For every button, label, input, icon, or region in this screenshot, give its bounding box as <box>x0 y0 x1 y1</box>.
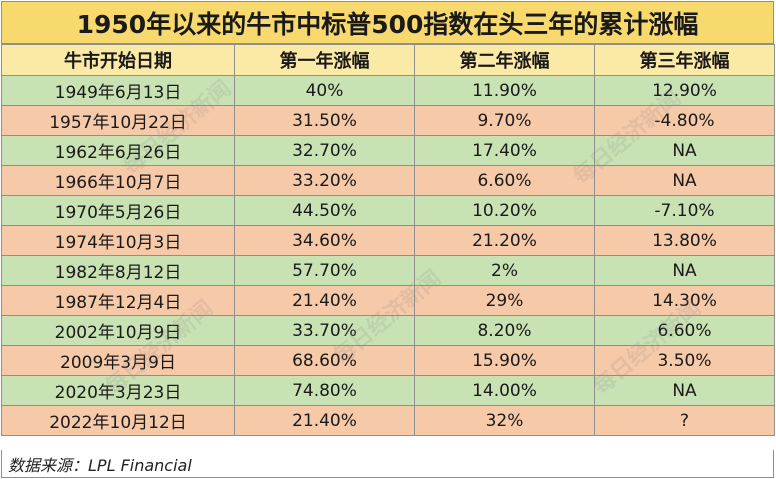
year3-cell: 13.80% <box>594 225 775 256</box>
column-header-year2: 第二年涨幅 <box>414 44 595 76</box>
year2-cell: 21.20% <box>414 225 595 256</box>
year3-cell: 14.30% <box>594 285 775 316</box>
column-header-start-date: 牛市开始日期 <box>1 44 235 76</box>
year2-cell: 15.90% <box>414 345 595 376</box>
start-date-cell: 1987年12月4日 <box>1 285 235 316</box>
year3-cell: NA <box>594 375 775 406</box>
year2-cell: 8.20% <box>414 315 595 346</box>
year1-cell: 57.70% <box>234 255 415 286</box>
year3-cell: 12.90% <box>594 75 775 106</box>
start-date-cell: 1970年5月26日 <box>1 195 235 226</box>
table-row: 2020年3月23日 74.80% 14.00% NA <box>1 375 775 406</box>
year1-cell: 34.60% <box>234 225 415 256</box>
year3-cell: ? <box>594 405 775 436</box>
year1-cell: 33.70% <box>234 315 415 346</box>
header-row: 牛市开始日期 第一年涨幅 第二年涨幅 第三年涨幅 <box>1 44 775 76</box>
table-row: 1962年6月26日 32.70% 17.40% NA <box>1 135 775 166</box>
year2-cell: 14.00% <box>414 375 595 406</box>
year3-cell: NA <box>594 135 775 166</box>
column-header-year1: 第一年涨幅 <box>234 44 415 76</box>
year3-cell: NA <box>594 165 775 196</box>
year3-cell: 6.60% <box>594 315 775 346</box>
table-row: 1966年10月7日 33.20% 6.60% NA <box>1 165 775 196</box>
year2-cell: 2% <box>414 255 595 286</box>
year1-cell: 21.40% <box>234 285 415 316</box>
column-header-year3: 第三年涨幅 <box>594 44 775 76</box>
start-date-cell: 1949年6月13日 <box>1 75 235 106</box>
table-row: 1949年6月13日 40% 11.90% 12.90% <box>1 75 775 106</box>
start-date-cell: 1982年8月12日 <box>1 255 235 286</box>
year3-cell: -7.10% <box>594 195 775 226</box>
start-date-cell: 2002年10月9日 <box>1 315 235 346</box>
year3-cell: -4.80% <box>594 105 775 136</box>
year2-cell: 10.20% <box>414 195 595 226</box>
year3-cell: 3.50% <box>594 345 775 376</box>
year2-cell: 9.70% <box>414 105 595 136</box>
year2-cell: 29% <box>414 285 595 316</box>
year1-cell: 44.50% <box>234 195 415 226</box>
year2-cell: 6.60% <box>414 165 595 196</box>
year1-cell: 74.80% <box>234 375 415 406</box>
year1-cell: 68.60% <box>234 345 415 376</box>
year2-cell: 32% <box>414 405 595 436</box>
start-date-cell: 2022年10月12日 <box>1 405 235 436</box>
table-row: 2009年3月9日 68.60% 15.90% 3.50% <box>1 345 775 376</box>
start-date-cell: 2009年3月9日 <box>1 345 235 376</box>
start-date-cell: 1966年10月7日 <box>1 165 235 196</box>
start-date-cell: 1974年10月3日 <box>1 225 235 256</box>
year1-cell: 33.20% <box>234 165 415 196</box>
year1-cell: 31.50% <box>234 105 415 136</box>
year3-cell: NA <box>594 255 775 286</box>
table-title: 1950年以来的牛市中标普500指数在头三年的累计涨幅 <box>1 1 774 44</box>
year1-cell: 21.40% <box>234 405 415 436</box>
year2-cell: 11.90% <box>414 75 595 106</box>
year1-cell: 40% <box>234 75 415 106</box>
table-row: 1974年10月3日 34.60% 21.20% 13.80% <box>1 225 775 256</box>
table-row: 2022年10月12日 21.40% 32% ? <box>1 405 775 436</box>
returns-table: 牛市开始日期 第一年涨幅 第二年涨幅 第三年涨幅 1949年6月13日 40% … <box>1 44 775 436</box>
start-date-cell: 2020年3月23日 <box>1 375 235 406</box>
table-row: 2002年10月9日 33.70% 8.20% 6.60% <box>1 315 775 346</box>
year2-cell: 17.40% <box>414 135 595 166</box>
start-date-cell: 1957年10月22日 <box>1 105 235 136</box>
start-date-cell: 1962年6月26日 <box>1 135 235 166</box>
year1-cell: 32.70% <box>234 135 415 166</box>
source-note: 数据来源：LPL Financial <box>1 450 774 478</box>
table-row: 1987年12月4日 21.40% 29% 14.30% <box>1 285 775 316</box>
table-row: 1957年10月22日 31.50% 9.70% -4.80% <box>1 105 775 136</box>
table-row: 1970年5月26日 44.50% 10.20% -7.10% <box>1 195 775 226</box>
table-row: 1982年8月12日 57.70% 2% NA <box>1 255 775 286</box>
